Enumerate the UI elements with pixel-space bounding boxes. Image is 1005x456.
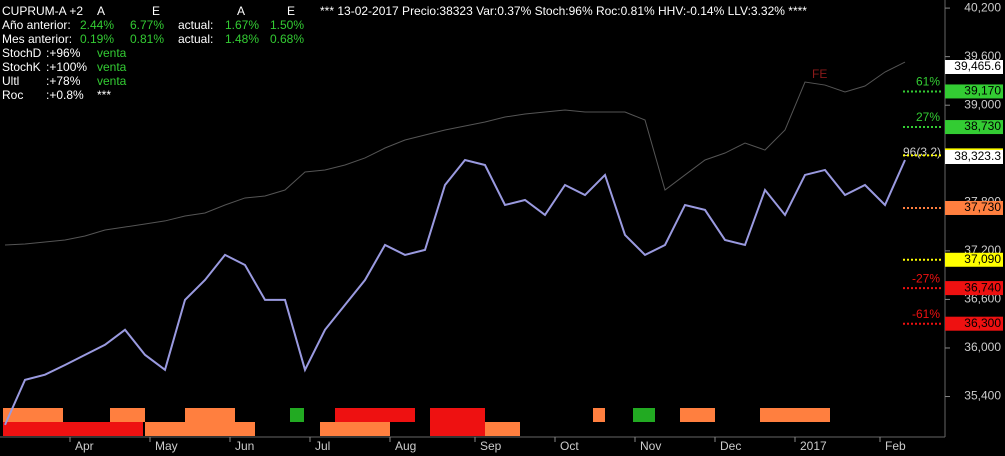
panel-cell: venta xyxy=(97,74,127,88)
level-note: -61% xyxy=(912,307,940,321)
level-label: 36,300 xyxy=(964,316,1001,330)
panel-cell: StochK xyxy=(2,60,41,74)
signal xyxy=(593,408,605,422)
y-tick-label: 39,000 xyxy=(964,97,1001,111)
panel-cell: *** xyxy=(97,88,111,102)
x-tick-label: Jul xyxy=(315,439,330,453)
panel-cell: Ultl xyxy=(2,74,19,88)
panel-cell: actual: xyxy=(178,18,213,32)
panel-cell: Mes anterior: xyxy=(2,32,72,46)
panel-cell: Roc xyxy=(2,88,23,102)
y-tick-label: 36,000 xyxy=(964,340,1001,354)
level-box xyxy=(945,252,1003,267)
annotation: 96(3.2) xyxy=(903,145,941,159)
panel-cell: venta xyxy=(97,60,127,74)
x-tick-label: Sep xyxy=(480,439,502,453)
price-line xyxy=(4,158,906,426)
panel-cell: A xyxy=(237,4,245,18)
last-value-box xyxy=(945,150,1003,164)
y-tick-label: 39,600 xyxy=(964,49,1001,63)
panel-cell: 0.19% xyxy=(80,32,114,46)
level-box xyxy=(945,84,1003,99)
x-tick-label: Oct xyxy=(560,439,579,453)
level-note: 61% xyxy=(916,75,940,89)
panel-cell: 0.81% xyxy=(130,32,164,46)
x-tick-label: Nov xyxy=(640,439,661,453)
panel-cell: :+96% xyxy=(46,46,81,60)
last-value-box xyxy=(945,60,1003,74)
signal xyxy=(760,408,830,422)
panel-cell: :+0.8% xyxy=(46,88,84,102)
level-label: 38,730 xyxy=(964,119,1001,133)
price-line xyxy=(4,61,906,246)
level-box xyxy=(945,120,1003,135)
signal xyxy=(185,408,235,422)
header: *** 13-02-2017 Precio:38323 Var:0.37% St… xyxy=(320,4,807,18)
panel-cell: A xyxy=(97,4,105,18)
signal xyxy=(290,408,304,422)
level-box xyxy=(945,316,1003,331)
level-label: 39,170 xyxy=(964,84,1001,98)
signal xyxy=(485,422,520,436)
panel-cell: :+78% xyxy=(46,74,81,88)
signal xyxy=(110,408,145,422)
signal xyxy=(430,408,485,436)
panel-cell: StochD xyxy=(2,46,42,60)
signal xyxy=(335,408,415,422)
panel-cell: 1.50% xyxy=(270,18,304,32)
signal xyxy=(3,408,63,422)
level-box xyxy=(945,281,1003,296)
signal-strip xyxy=(3,408,830,436)
panel-cell: 2.44% xyxy=(80,18,114,32)
x-tick-label: 2017 xyxy=(800,439,827,453)
panel-cell: 0.68% xyxy=(270,32,304,46)
y-tick-label: 35,400 xyxy=(964,389,1001,403)
panel-cell: E xyxy=(287,4,295,18)
last-value-label: 39,465.6 xyxy=(954,59,1001,73)
x-tick-label: May xyxy=(155,439,178,453)
signal xyxy=(3,422,143,436)
annotation: FE xyxy=(812,67,827,81)
signal xyxy=(320,422,390,436)
panel-cell: 1.67% xyxy=(225,18,259,32)
panel-cell: E xyxy=(152,4,160,18)
signal xyxy=(633,408,655,422)
panel-cell: 1.48% xyxy=(225,32,259,46)
panel-cell: 6.77% xyxy=(130,18,164,32)
y-tick-label: 40,200 xyxy=(964,0,1001,14)
panel-cell: actual: xyxy=(178,32,213,46)
x-tick-label: Dec xyxy=(720,439,741,453)
x-tick-label: Apr xyxy=(75,439,94,453)
x-tick-label: Feb xyxy=(885,439,906,453)
x-tick-label: Jun xyxy=(235,439,254,453)
panel-cell: venta xyxy=(97,46,127,60)
x-tick-label: Aug xyxy=(395,439,416,453)
signal xyxy=(680,408,715,422)
level-label: 37,090 xyxy=(964,252,1001,266)
y-tick-label: 36,600 xyxy=(964,292,1001,306)
last-value-label: 38,323.3 xyxy=(954,149,1001,163)
panel-cell: CUPRUM-A +2 xyxy=(2,4,83,18)
signal xyxy=(145,422,255,436)
level-label: 37,730 xyxy=(964,200,1001,214)
panel-cell: :+100% xyxy=(46,60,87,74)
level-note: 27% xyxy=(916,110,940,124)
level-note: -27% xyxy=(912,271,940,285)
level-box xyxy=(945,200,1003,215)
panel-cell: Año anterior: xyxy=(2,18,71,32)
level-label: 36,740 xyxy=(964,280,1001,294)
